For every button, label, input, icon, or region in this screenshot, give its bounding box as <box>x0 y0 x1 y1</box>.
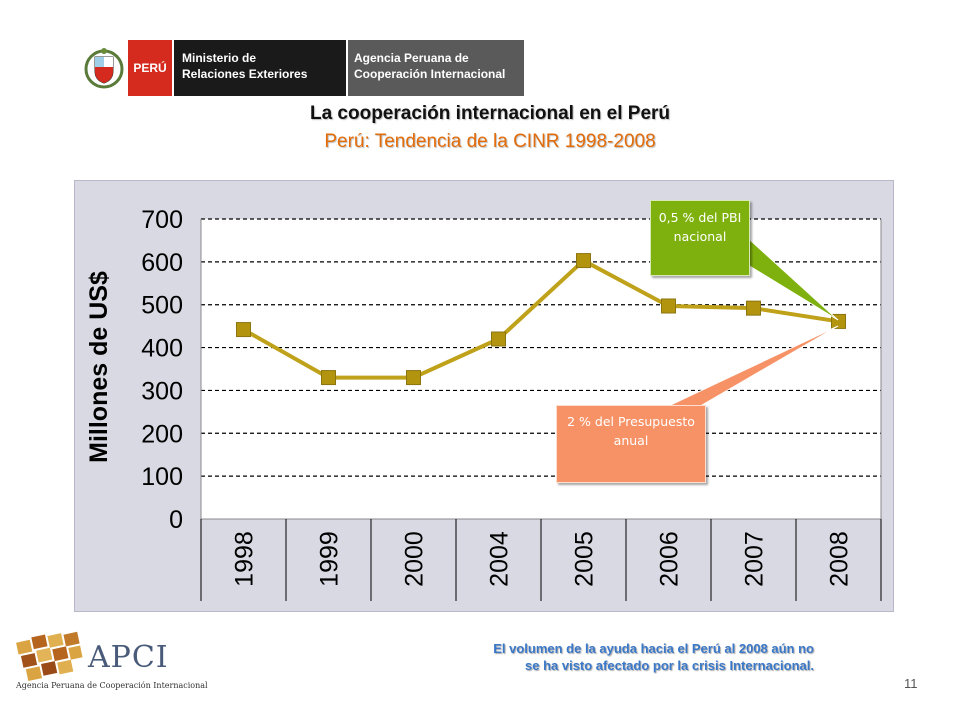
agency-line-1: Agencia Peruana de <box>354 51 469 65</box>
y-tick-label: 400 <box>141 335 183 363</box>
apci-subtitle: Agencia Peruana de Cooperación Internaci… <box>16 681 208 690</box>
data-point <box>236 322 251 338</box>
y-tick-label: 700 <box>141 206 183 234</box>
x-tick-label: 2000 <box>401 531 429 587</box>
x-tick-label: 2008 <box>826 531 854 587</box>
agency-line-2: Cooperación Internacional <box>354 67 506 81</box>
y-tick-label: 600 <box>141 249 183 277</box>
pbi-callout-text: 0,5 % del PBI nacional <box>658 210 742 244</box>
y-tick-label: 500 <box>141 292 183 320</box>
footnote-line-1: El volumen de la ayuda hacia el Perú al … <box>493 641 814 656</box>
data-point <box>661 298 676 314</box>
agency-box: Agencia Peruana de Cooperación Internaci… <box>348 40 524 96</box>
apci-wordmark: APCI <box>88 640 169 675</box>
x-tick-label: 1998 <box>231 531 259 587</box>
y-tick-label: 200 <box>141 420 183 448</box>
coat-of-arms-icon <box>80 40 128 96</box>
line-chart: 0 100 200 300 400 500 600 700 1998 1999 2000 2004 20… <box>85 206 882 601</box>
y-tick-label: 0 <box>169 506 183 534</box>
ministry-line-1: Ministerio de <box>182 51 257 65</box>
footnote-line-2: se ha visto afectado por la crisis Inter… <box>525 658 814 673</box>
data-point <box>746 300 761 316</box>
y-tick-label: 300 <box>141 377 183 405</box>
ministry-box: Ministerio de Relaciones Exteriores <box>174 40 346 96</box>
presupuesto-callout-text: 2 % del Presupuesto anual <box>567 414 695 448</box>
y-tick-label: 100 <box>141 463 183 491</box>
header-logo-bar: PERÚ Ministerio de Relaciones Exteriores… <box>80 40 524 96</box>
x-tick-label: 2007 <box>741 531 769 587</box>
peru-label: PERÚ <box>133 61 167 75</box>
data-point <box>491 331 506 347</box>
plot-area <box>201 219 881 519</box>
ministry-line-2: Relaciones Exteriores <box>182 67 308 81</box>
peru-label-box: PERÚ <box>128 40 172 96</box>
data-point <box>406 370 421 386</box>
x-tick-label: 1999 <box>316 531 344 587</box>
presupuesto-callout: 2 % del Presupuesto anual <box>556 405 706 483</box>
data-point <box>831 313 846 329</box>
x-tick-label: 2005 <box>571 531 599 587</box>
x-tick-label: 2004 <box>486 531 514 587</box>
data-point <box>576 253 591 269</box>
slide-title: La cooperación internacional en el Perú <box>309 103 671 124</box>
page-number: 11 <box>904 676 918 691</box>
data-point <box>321 370 336 386</box>
footnote: El volumen de la ayuda hacia el Perú al … <box>394 640 814 674</box>
slide-subtitle: Perú: Tendencia de la CINR 1998-2008 <box>324 131 656 152</box>
x-tick-label: 2006 <box>656 531 684 587</box>
y-axis-label: Millones de US$ <box>85 271 113 463</box>
pbi-callout: 0,5 % del PBI nacional <box>650 200 750 276</box>
chart-panel: 0 100 200 300 400 500 600 700 1998 1999 2000 2004 20… <box>74 180 894 612</box>
apci-mosaic-icon <box>16 631 83 682</box>
